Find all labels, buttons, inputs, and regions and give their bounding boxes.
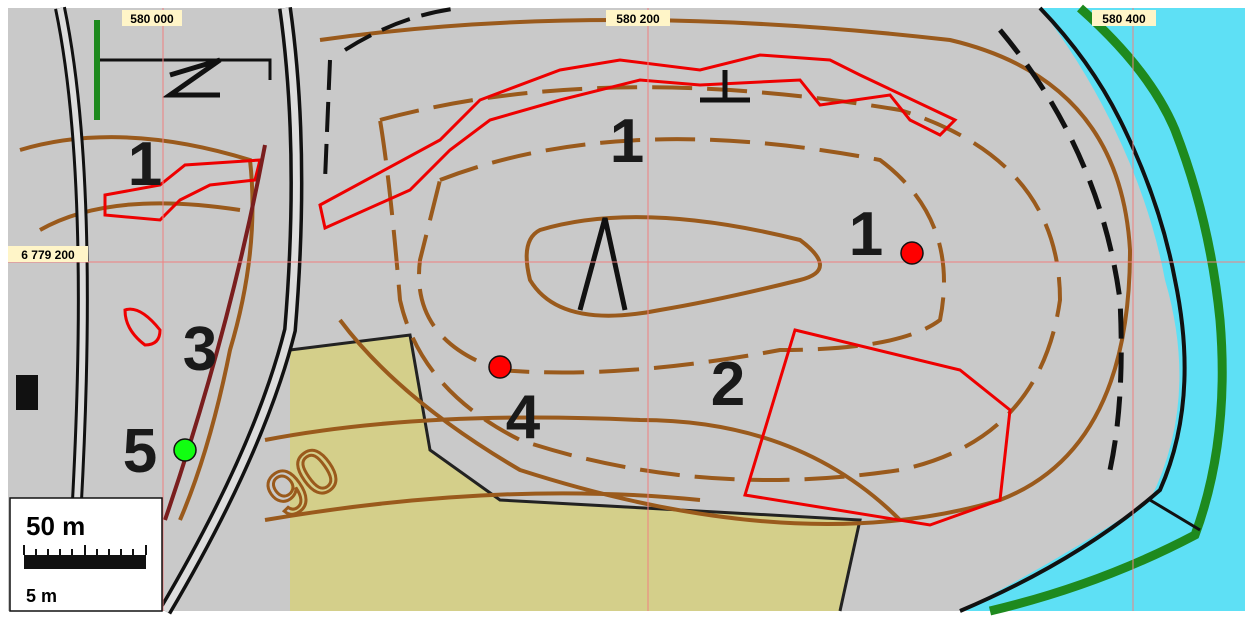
building [16, 375, 38, 410]
grid-label: 580 400 [1102, 12, 1146, 26]
site-number: 1 [128, 130, 162, 199]
site-number: 2 [711, 350, 745, 419]
scale-label: 5 m [26, 586, 57, 606]
scale-bar: 50 m 5 m [10, 498, 162, 611]
site-marker [901, 242, 923, 264]
map: 580 000 580 200 580 400 6 779 200 1 1 1 … [0, 0, 1253, 619]
grid-label: 6 779 200 [21, 248, 75, 262]
site-number: 3 [183, 315, 217, 384]
site-number: 1 [610, 107, 644, 176]
grid-label: 580 000 [130, 12, 174, 26]
site-marker [489, 356, 511, 378]
site-number: 1 [849, 200, 883, 269]
scale-label: 50 m [26, 511, 85, 541]
grid-label: 580 200 [616, 12, 660, 26]
site-marker [174, 439, 196, 461]
site-number: 5 [123, 417, 157, 486]
site-number: 4 [506, 383, 541, 452]
